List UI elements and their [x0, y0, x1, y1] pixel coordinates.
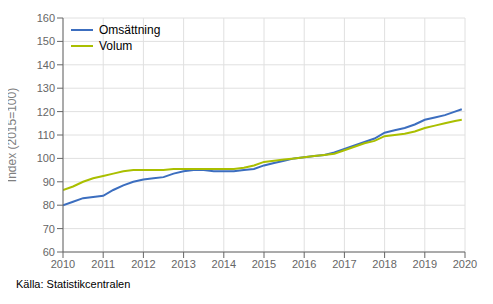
svg-text:Index (2015=100): Index (2015=100) — [8, 88, 19, 182]
svg-text:2016: 2016 — [292, 258, 316, 270]
svg-text:60: 60 — [43, 246, 55, 258]
svg-text:80: 80 — [43, 199, 55, 211]
svg-text:100: 100 — [37, 152, 55, 164]
svg-text:150: 150 — [37, 35, 55, 47]
svg-text:2012: 2012 — [131, 258, 155, 270]
svg-text:140: 140 — [37, 59, 55, 71]
svg-text:2015: 2015 — [252, 258, 276, 270]
svg-text:2017: 2017 — [332, 258, 356, 270]
svg-text:130: 130 — [37, 82, 55, 94]
html-text:Omsättning: Omsättning — [99, 23, 161, 37]
svg-text:90: 90 — [43, 176, 55, 188]
svg-text:2020: 2020 — [453, 258, 477, 270]
svg-text:2011: 2011 — [91, 258, 115, 270]
html-text:Källa: Statistikcentralen: Källa: Statistikcentralen — [16, 278, 131, 290]
svg-text:70: 70 — [43, 223, 55, 235]
svg-text:160: 160 — [37, 12, 55, 24]
html-text:Volum: Volum — [99, 39, 133, 53]
svg-text:2019: 2019 — [413, 258, 437, 270]
svg-text:110: 110 — [37, 129, 55, 141]
svg-text:2010: 2010 — [51, 258, 75, 270]
svg-text:2018: 2018 — [372, 258, 396, 270]
svg-text:2014: 2014 — [212, 258, 236, 270]
svg-text:2013: 2013 — [171, 258, 195, 270]
svg-text:120: 120 — [37, 106, 55, 118]
